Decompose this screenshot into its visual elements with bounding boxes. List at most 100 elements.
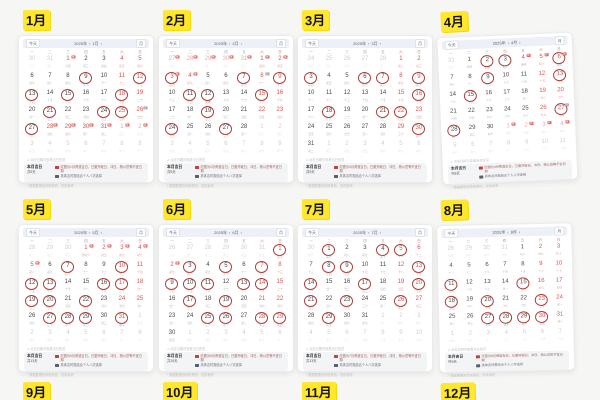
date-cell[interactable]: 3 初六 休 (113, 244, 131, 261)
date-cell[interactable]: 18 廿一 (181, 106, 199, 123)
date-cell[interactable]: 7 十四 (496, 261, 514, 278)
date-cell[interactable]: 18 廿五 (443, 295, 461, 313)
date-cell[interactable]: 31 初八 (551, 310, 569, 327)
date-cell[interactable]: 23 廿六 (480, 106, 499, 124)
expand-hint[interactable]: ∧ 点击日期可查看当日宜忌 (27, 347, 66, 351)
chevron-right-icon[interactable]: › (240, 41, 242, 46)
date-cell[interactable]: 20 廿三 (217, 106, 235, 123)
expand-hint[interactable]: ∧ 点击日期可查看当日宜忌 (306, 158, 345, 162)
date-cell[interactable]: 29 初六 (515, 310, 533, 328)
date-cell[interactable]: 26 初二 (392, 294, 410, 312)
date-cell[interactable]: 11 十四 (131, 261, 149, 278)
date-cell[interactable]: 16 十七 (410, 88, 428, 106)
date-cell[interactable]: 3 初六 (496, 53, 515, 72)
date-cell[interactable]: 28 廿九 (374, 123, 392, 140)
date-cell[interactable]: 24 三十 (356, 295, 374, 312)
date-cell[interactable]: 26 初一 (217, 311, 235, 329)
date-cell[interactable]: 21 廿六 (253, 295, 271, 312)
date-cell[interactable]: 4 清明休 (514, 53, 533, 71)
date-cell[interactable]: 18 十九 (113, 88, 131, 106)
date-cell[interactable]: 9 十二 (95, 261, 113, 278)
today-button[interactable]: 今天 (166, 228, 180, 237)
date-cell[interactable]: 31 初七 (356, 312, 374, 329)
date-cell[interactable]: 16 十九 (95, 277, 113, 295)
date-cell[interactable]: 17 廿二 (181, 294, 199, 312)
date-cell[interactable]: 6 十一 (235, 261, 253, 278)
date-cell[interactable]: 8 十三 (271, 261, 289, 278)
date-cell[interactable]: 2 初三 (410, 55, 428, 72)
date-cell[interactable]: 15 廿一 (320, 278, 338, 295)
date-cell[interactable]: 28 初三 (253, 311, 271, 329)
chevron-left-icon[interactable]: ‹ (507, 40, 510, 46)
view-toggle[interactable]: 月 (275, 39, 286, 48)
date-cell[interactable]: 24 廿七 (163, 122, 181, 140)
date-cell[interactable]: 26 廿七 (338, 123, 356, 140)
date-cell[interactable]: 9 初十 (410, 71, 428, 89)
chevron-right-icon[interactable]: › (100, 230, 102, 235)
date-cell[interactable]: 25 廿八 (516, 104, 535, 122)
date-cell[interactable]: 19 二十 (131, 89, 149, 106)
date-cell[interactable]: 12 十五 (533, 70, 552, 88)
date-cell[interactable]: 19 廿二 (533, 86, 552, 104)
chevron-right-icon[interactable]: › (379, 230, 381, 235)
today-button[interactable]: 今天 (305, 39, 319, 48)
date-cell[interactable]: 27 初三 (410, 295, 428, 312)
date-cell[interactable]: 13 十四 (23, 88, 41, 106)
date-cell[interactable]: 26 初三 (461, 312, 479, 329)
view-toggle[interactable]: 月 (554, 226, 565, 236)
today-button[interactable]: 今天 (166, 39, 180, 48)
date-cell[interactable]: 4 初七 休 (131, 244, 149, 261)
date-cell[interactable]: 25 初一 (374, 295, 392, 312)
date-cell[interactable]: 17 廿四 (550, 276, 568, 293)
date-cell[interactable]: 19 廿二 (199, 105, 217, 123)
date-cell[interactable]: 9 十二 (479, 71, 498, 90)
date-cell[interactable]: 22 廿九 (515, 294, 533, 311)
date-cell[interactable]: 30 初七 (533, 310, 551, 328)
date-cell[interactable]: 1 初七 (320, 243, 338, 261)
date-cell[interactable]: 20 廿七 (479, 294, 497, 312)
date-cell[interactable]: 11 十四 (515, 70, 534, 88)
view-toggle[interactable]: 月 (554, 35, 565, 46)
date-cell[interactable]: 23 廿六 (271, 106, 289, 123)
date-cell[interactable]: 20 廿五 (235, 295, 253, 312)
date-cell[interactable]: 13 二十 (478, 278, 496, 295)
date-cell[interactable]: 27 廿八 (356, 123, 374, 140)
expand-hint[interactable]: ∧ 点击日期可查看当日宜忌 (306, 347, 345, 351)
date-cell[interactable]: 21 廿四 (235, 106, 253, 123)
date-cell[interactable]: 28 初一 (445, 123, 464, 142)
date-cell[interactable]: 7 初十 (235, 71, 253, 89)
date-cell[interactable]: 10 十五 (181, 277, 199, 295)
date-cell[interactable]: 6 十二 (410, 244, 428, 261)
date-cell[interactable]: 21 廿四 (59, 295, 77, 312)
chevron-right-icon[interactable]: › (379, 41, 381, 46)
date-cell[interactable]: 13 十六 (217, 89, 235, 106)
today-button[interactable]: 今天 (444, 40, 459, 50)
today-button[interactable]: 今天 (444, 228, 459, 238)
date-cell[interactable]: 2 初七 休 (163, 261, 181, 278)
date-cell[interactable]: 4 初五 (113, 55, 131, 72)
date-cell[interactable]: 23 廿四 (410, 106, 428, 123)
today-button[interactable]: 今天 (26, 39, 40, 48)
view-toggle[interactable]: 月 (135, 39, 146, 48)
date-cell[interactable]: 9 十二 (271, 71, 289, 89)
date-cell[interactable]: 19 二十 (338, 106, 356, 123)
date-cell[interactable]: 21 廿七 (302, 294, 320, 312)
date-cell[interactable]: 28 初四 (302, 312, 320, 329)
date-cell[interactable]: 26 廿九 (534, 103, 553, 121)
view-toggle[interactable]: 月 (414, 228, 425, 237)
view-toggle[interactable]: 月 (414, 39, 425, 48)
date-cell[interactable]: 19 廿六 (461, 295, 479, 312)
date-cell[interactable]: 2 初九 (531, 243, 549, 260)
date-cell[interactable]: 29 初四 (271, 311, 289, 329)
chevron-left-icon[interactable]: ‹ (507, 229, 509, 235)
date-cell[interactable]: 24 初一 (551, 293, 569, 310)
date-cell[interactable]: 8 十一 班 (253, 72, 271, 89)
date-cell[interactable]: 22 廿五 (462, 106, 481, 124)
date-cell[interactable]: 12 十九 (460, 278, 478, 295)
date-cell[interactable]: 24 廿九 (181, 312, 199, 329)
chevron-right-icon[interactable]: › (519, 39, 521, 45)
date-cell[interactable]: 17 十八 (302, 106, 320, 123)
date-cell[interactable]: 8 十五 (514, 260, 532, 277)
date-cell[interactable]: 1 初四 休 (253, 55, 271, 72)
chevron-right-icon[interactable]: › (240, 230, 242, 235)
